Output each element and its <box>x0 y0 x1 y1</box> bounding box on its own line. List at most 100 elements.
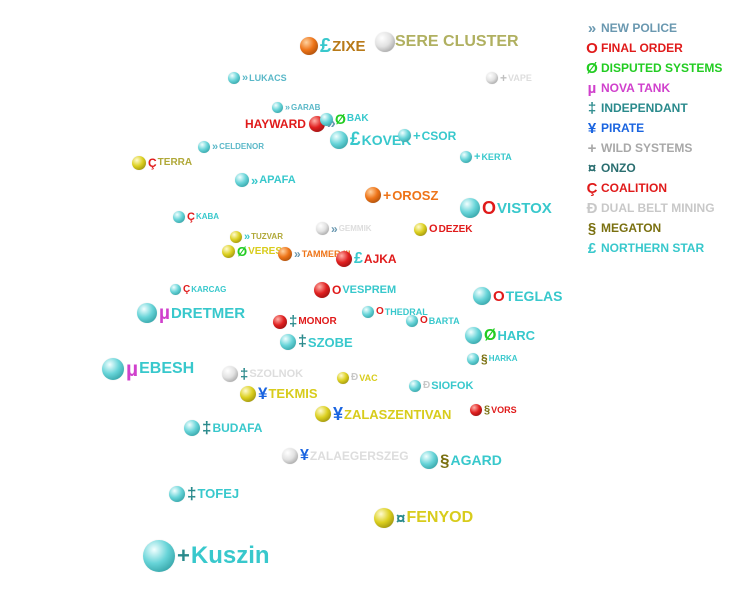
system-orb-icon[interactable] <box>314 282 330 298</box>
system-orb-icon[interactable] <box>102 358 124 380</box>
system-garab[interactable]: » GARAB <box>272 102 320 113</box>
system-vape[interactable]: + VAPE <box>486 72 532 84</box>
system-agard[interactable]: § AGARD <box>420 451 502 469</box>
eth-icon: Ð <box>351 372 359 383</box>
system-orb-icon[interactable] <box>222 245 235 258</box>
legend-label: DUAL BELT MINING <box>601 201 715 215</box>
double-chevron-icon: » <box>285 102 291 112</box>
slashed-o-icon: Ø <box>335 111 346 127</box>
system-terra[interactable]: Ç TERRA <box>132 156 192 170</box>
system-tofej[interactable]: ‡ TOFEJ <box>169 485 239 502</box>
system-orb-icon[interactable] <box>315 406 331 422</box>
system-orb-icon[interactable] <box>173 211 185 223</box>
mu-icon: µ <box>587 79 597 97</box>
system-orb-icon[interactable] <box>273 314 287 329</box>
system-orb-icon[interactable] <box>198 141 210 153</box>
system-thedral[interactable]: O THEDRAL <box>362 306 428 318</box>
system-orb-icon[interactable] <box>375 32 395 52</box>
system-dretmer[interactable]: µ DRETMER <box>137 303 245 323</box>
system-lukacs[interactable]: » LUKACS <box>228 72 287 84</box>
system-fenyod[interactable]: ¤ FENYOD <box>374 508 473 528</box>
system-zalaszentivan[interactable]: ¥ ZALASZENTIVAN <box>315 405 451 423</box>
system-kaba[interactable]: Ç KABA <box>173 211 219 223</box>
system-orb-icon[interactable] <box>240 385 256 402</box>
system-orb-icon[interactable] <box>337 372 349 384</box>
system-orb-icon[interactable] <box>272 102 283 113</box>
system-vesprem[interactable]: O VESPREM <box>314 282 396 298</box>
system-ajka[interactable]: £ AJKA <box>336 251 397 267</box>
system-zalaegerszeg[interactable]: ¥ ZALAEGERSZEG <box>282 448 409 464</box>
legend-item-northern-star: £ NORTHERN STAR <box>583 238 748 258</box>
system-kerta[interactable]: + KERTA <box>460 151 512 163</box>
system-budafa[interactable]: ‡ BUDAFA <box>184 419 262 436</box>
system-siofok[interactable]: Ð SIOFOK <box>409 380 473 392</box>
system-monor[interactable]: ‡ MONOR <box>273 314 337 329</box>
system-orb-icon[interactable] <box>320 112 333 126</box>
system-orb-icon[interactable] <box>228 72 240 84</box>
system-bak[interactable]: Ø BAK <box>320 112 369 126</box>
system-label: ZALAEGERSZEG <box>309 449 409 463</box>
system-ebesh[interactable]: µ EBESH <box>102 358 194 380</box>
system-orb-icon[interactable] <box>465 327 482 344</box>
system-label: GEMMIK <box>338 223 372 233</box>
system-apafa[interactable]: » APAFA <box>235 173 296 187</box>
system-harka[interactable]: § HARKA <box>467 353 518 365</box>
system-orb-icon[interactable] <box>460 198 480 218</box>
system-orb-icon[interactable] <box>365 187 381 203</box>
system-tuzvar[interactable]: » TUZVAR <box>230 231 283 243</box>
system-kuszin[interactable]: + Kuszin <box>143 540 270 572</box>
system-csor[interactable]: + CSOR <box>398 129 456 142</box>
system-orb-icon[interactable] <box>460 151 472 163</box>
system-orb-icon[interactable] <box>235 173 249 187</box>
system-orb-icon[interactable] <box>137 303 157 323</box>
system-orb-icon[interactable] <box>486 72 498 84</box>
system-label: APAFA <box>259 173 296 186</box>
system-orb-icon[interactable] <box>398 129 411 142</box>
system-orb-icon[interactable] <box>470 404 482 416</box>
system-orb-icon[interactable] <box>467 353 479 365</box>
system-orb-icon[interactable] <box>336 251 352 267</box>
system-orb-icon[interactable] <box>132 156 146 170</box>
system-teglas[interactable]: O TEGLAS <box>473 287 562 305</box>
system-orb-icon[interactable] <box>473 287 491 305</box>
pound-icon: £ <box>320 35 332 57</box>
system-gemmik[interactable]: » GEMMIK <box>316 222 372 235</box>
system-dezek[interactable]: O DEZEK <box>414 223 472 236</box>
system-orb-icon[interactable] <box>362 306 374 318</box>
system-tekmis[interactable]: ¥ TEKMIS <box>240 385 318 402</box>
system-orb-icon[interactable] <box>374 508 394 528</box>
system-orb-icon[interactable] <box>278 247 292 261</box>
system-orb-icon[interactable] <box>330 130 348 149</box>
system-sere-cluster[interactable]: SERE CLUSTER <box>375 32 519 52</box>
system-barta[interactable]: O BARTA <box>406 315 460 327</box>
system-orb-icon[interactable] <box>300 37 318 55</box>
system-vistox[interactable]: O VISTOX <box>460 198 552 218</box>
system-orb-icon[interactable] <box>143 540 175 572</box>
o-icon: O <box>586 39 598 57</box>
system-orb-icon[interactable] <box>280 334 296 350</box>
system-orb-icon[interactable] <box>409 380 421 392</box>
system-vors[interactable]: § VORS <box>470 404 517 416</box>
system-label: TEKMIS <box>268 386 318 401</box>
system-harc[interactable]: Ø HARC <box>465 327 535 344</box>
system-orb-icon[interactable] <box>184 419 200 436</box>
system-orb-icon[interactable] <box>414 223 427 236</box>
system-orb-icon[interactable] <box>282 448 298 464</box>
system-label: BAK <box>346 113 369 124</box>
system-orb-icon[interactable] <box>406 315 418 327</box>
system-veres[interactable]: Ø VERES <box>222 245 282 258</box>
system-szolnok[interactable]: ‡ SZOLNOK <box>222 366 303 382</box>
system-orb-icon[interactable] <box>420 451 438 469</box>
system-orosz[interactable]: + OROSZ <box>365 187 438 203</box>
system-karcag[interactable]: Ç KARCAG <box>170 284 226 295</box>
system-vac[interactable]: Ð VAC <box>337 372 378 384</box>
system-orb-icon[interactable] <box>169 485 185 502</box>
system-orb-icon[interactable] <box>230 231 242 243</box>
system-orb-icon[interactable] <box>222 366 238 382</box>
system-tammer-iii[interactable]: » TAMMER III <box>278 247 351 261</box>
system-orb-icon[interactable] <box>170 284 181 295</box>
system-celdenor[interactable]: » CELDENOR <box>198 141 264 153</box>
system-orb-icon[interactable] <box>316 222 329 235</box>
system-szobe[interactable]: ‡ SZOBE <box>280 334 353 350</box>
system-zixe[interactable]: £ ZIXE <box>300 36 365 56</box>
